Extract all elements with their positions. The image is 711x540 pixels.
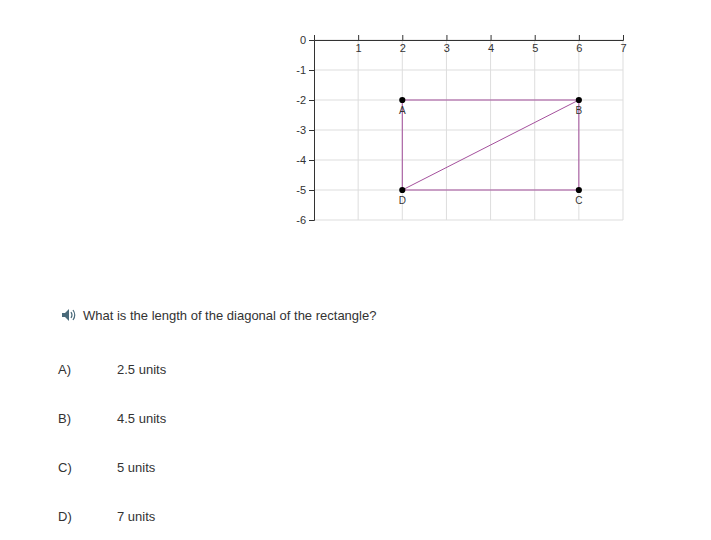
sound-waves[interactable] [71, 310, 75, 320]
grid-line [314, 160, 623, 161]
y-tick: -2 [296, 94, 314, 106]
y-tick: -5 [296, 184, 314, 196]
y-tick-mark [309, 190, 314, 191]
x-tick: 2 [400, 35, 406, 54]
choice-text[interactable]: 4.5 units [117, 411, 167, 426]
y-tick: -6 [296, 214, 314, 226]
x-tick-mark [623, 35, 624, 40]
x-tick: 3 [444, 35, 450, 54]
y-tick-label: -3 [296, 124, 306, 136]
question: What is the length of the diagonal of th… [83, 308, 376, 323]
y-tick-label: -4 [296, 154, 306, 166]
y-tick-mark [309, 100, 314, 101]
y-axis-line [309, 41, 315, 221]
x-tick: 6 [576, 35, 582, 54]
x-tick-label: 4 [488, 42, 494, 54]
y-axis: 0 -1 -2 -3 -4 -5 -6 [296, 34, 314, 226]
x-tick-label: 7 [620, 42, 626, 54]
grid-line [314, 220, 623, 221]
grid [314, 40, 623, 220]
x-tick-mark [402, 35, 403, 40]
x-tick-label: 1 [356, 42, 362, 54]
choice-text[interactable]: 5 units [117, 460, 156, 475]
audio-icon[interactable] [62, 309, 75, 321]
y-tick: 0 [300, 34, 314, 46]
y-tick: -1 [296, 64, 314, 76]
point-label: D [399, 195, 406, 206]
y-tick-mark [309, 220, 314, 221]
choice-letter[interactable]: A) [58, 362, 71, 377]
y-tick-label: -1 [296, 64, 306, 76]
page: 1 2 3 4 5 6 7 0 -1 -2 -3 -4 -5 -6 A B C D What is the leng… [0, 0, 711, 540]
point-labels: A B C D [399, 105, 583, 206]
x-tick-label: 5 [532, 42, 538, 54]
rectangle [402, 100, 579, 190]
choice-text[interactable]: 2.5 units [117, 362, 167, 377]
point [576, 97, 582, 103]
choice-text[interactable]: 7 units [117, 509, 156, 524]
choice[interactable]: C) 5 units [58, 460, 156, 475]
choice[interactable]: A) 2.5 units [58, 362, 167, 377]
x-tick-mark [358, 35, 359, 40]
point [399, 187, 405, 193]
point [399, 97, 405, 103]
x-axis: 1 2 3 4 5 6 7 [315, 35, 627, 54]
choice-letter[interactable]: D) [58, 509, 72, 524]
y-tick-label: -6 [296, 214, 306, 226]
x-tick: 7 [620, 35, 626, 54]
point-label: A [399, 105, 406, 116]
point-label: B [576, 105, 583, 116]
x-tick-label: 3 [444, 42, 450, 54]
y-tick-label: -2 [296, 94, 306, 106]
grid-line [314, 70, 623, 71]
speaker[interactable] [62, 309, 69, 321]
x-tick: 1 [356, 35, 362, 54]
choice-letter[interactable]: C) [58, 460, 72, 475]
diagonal [402, 100, 579, 190]
choice-letter[interactable]: B) [58, 411, 71, 426]
x-tick-mark [446, 35, 447, 40]
y-tick-label: 0 [300, 34, 306, 46]
x-tick-label: 2 [400, 42, 406, 54]
y-tick-mark [309, 130, 314, 131]
y-tick: -4 [296, 154, 314, 166]
point [576, 187, 582, 193]
choice[interactable]: B) 4.5 units [58, 411, 167, 426]
y-tick-label: -5 [296, 184, 306, 196]
x-axis-line [315, 35, 624, 41]
y-tick-mark [309, 70, 314, 71]
grid-line [314, 130, 623, 131]
choice[interactable]: D) 7 units [58, 509, 156, 524]
x-tick: 5 [532, 35, 538, 54]
x-tick-label: 6 [576, 42, 582, 54]
y-tick-mark [309, 160, 314, 161]
x-tick-mark [491, 35, 492, 40]
plot [399, 97, 582, 193]
x-tick-mark [579, 35, 580, 40]
x-tick-mark [535, 35, 536, 40]
y-tick: -3 [296, 124, 314, 136]
x-tick: 4 [488, 35, 494, 54]
point-label: C [575, 195, 582, 206]
y-tick-mark [309, 40, 314, 41]
